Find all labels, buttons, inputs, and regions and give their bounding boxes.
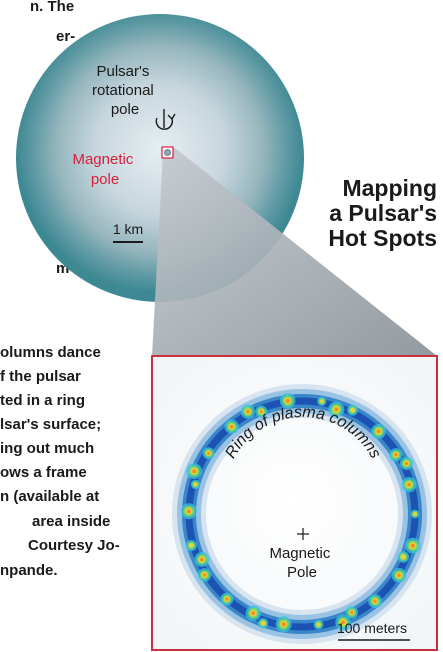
caption-top-line-2: er-	[56, 28, 76, 45]
plasma-column-spot	[413, 512, 417, 516]
caption-line-8: area inside	[32, 513, 111, 530]
plasma-column-spot	[186, 509, 191, 514]
plasma-column-spot	[373, 599, 377, 603]
plasma-column-spot	[246, 409, 250, 414]
plasma-column-spot	[260, 620, 266, 626]
plasma-column-spot	[400, 554, 406, 560]
plasma-column-spot	[199, 557, 204, 562]
plasma-column-spot	[407, 482, 411, 487]
caption-line-1: olumns dance	[0, 344, 101, 361]
title-line-2: a Pulsar's	[329, 200, 437, 226]
caption-line-9: Courtesy Jo-	[28, 537, 120, 554]
plasma-column-spot	[404, 461, 409, 466]
plasma-column-spot	[350, 610, 354, 615]
inset-scale-label: 100 meters	[337, 620, 407, 636]
title-line-3: Hot Spots	[328, 225, 437, 251]
inset-frame	[151, 355, 438, 651]
plasma-column-spot	[207, 451, 211, 455]
title-line-1: Mapping	[342, 175, 437, 201]
center-label-1: Magnetic	[269, 545, 330, 562]
zoom-beam	[152, 148, 437, 356]
rotational-pole-label-2: rotational	[92, 82, 154, 99]
plasma-column-spot	[316, 622, 321, 627]
plasma-column-spot	[376, 429, 381, 434]
rotational-pole-label-3: pole	[111, 101, 139, 118]
plasma-ring	[172, 384, 432, 644]
plasma-column-spot	[193, 482, 198, 487]
plasma-column-spot	[350, 407, 356, 413]
plasma-column-spot	[225, 597, 229, 601]
plasma-column-spot	[259, 410, 263, 413]
magnetic-pole-center-marker	[297, 528, 309, 540]
magnetic-pole-label-1: Magnetic	[72, 151, 133, 168]
plasma-column-spot	[397, 573, 401, 578]
plasma-column-spot	[341, 620, 345, 625]
caption-line-10: npande.	[0, 562, 58, 579]
magnetic-pole-label-2: pole	[91, 171, 119, 188]
plasma-column-spot	[281, 622, 286, 627]
plasma-column-spot	[319, 399, 324, 404]
plasma-column-spot	[229, 424, 234, 429]
plasma-column-spot	[202, 573, 207, 577]
caption-top-line-1: n. The	[30, 0, 75, 15]
plasma-column-spot	[251, 611, 256, 616]
caption-line-4: lsar's surface;	[0, 416, 102, 433]
center-label-2: Pole	[287, 564, 317, 581]
plasma-column-spot	[192, 469, 197, 474]
caption-line-7: n (available at	[0, 488, 100, 505]
plasma-column-spot	[410, 543, 415, 548]
figure-title: Mapping a Pulsar's Hot Spots	[287, 176, 437, 251]
caption-line-2: f the pulsar	[0, 368, 81, 385]
svg-text:Magnetic pole: Magnetic pole	[72, 151, 137, 188]
plasma-column-spot	[188, 543, 194, 548]
rotation-icon	[155, 109, 176, 130]
magnetic-pole-marker	[161, 146, 174, 159]
svg-text:Pulsar's rotational po: Pulsar's rotational pole	[92, 63, 158, 118]
caption-line-5: ing out much	[0, 440, 95, 457]
plasma-column-spot	[394, 453, 398, 457]
caption-line-3: ted in a ring	[0, 392, 86, 409]
plasma-column-spot	[285, 398, 290, 403]
star-scale-label: 1 km	[113, 221, 143, 237]
svg-text:Magnetic Pole: Magnetic Pole	[269, 545, 334, 581]
inset-panel	[151, 355, 438, 651]
rotational-pole-label-1: Pulsar's	[96, 63, 149, 80]
plasma-column-spot	[334, 407, 339, 412]
caption-line-6: ows a frame	[0, 464, 87, 481]
